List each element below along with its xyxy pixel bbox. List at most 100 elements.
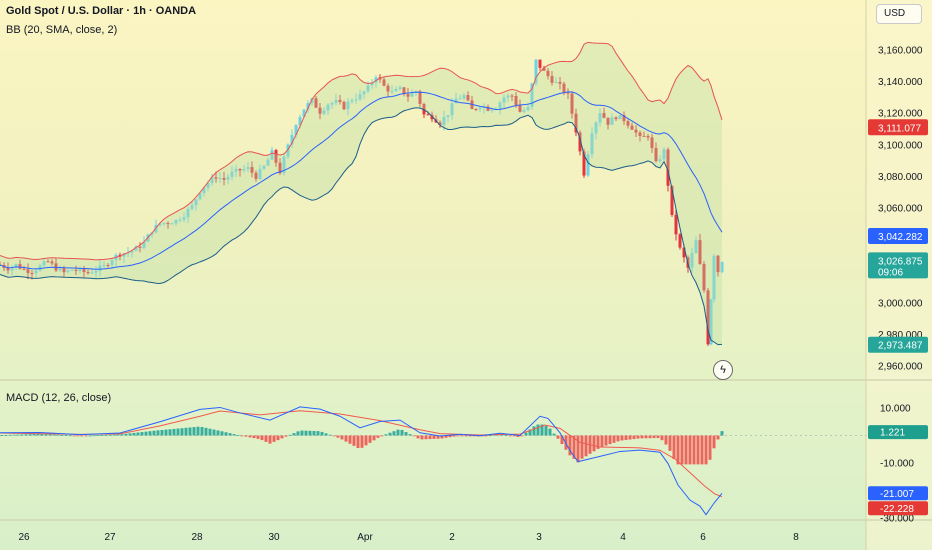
candle-body [218, 177, 222, 179]
price-label-box [868, 119, 928, 136]
candle-body [650, 137, 654, 149]
macd-axis-tick: 10.000 [880, 404, 911, 415]
candle-body [522, 110, 526, 112]
macd-histogram-bar [168, 429, 172, 436]
macd-histogram-bar [440, 435, 444, 439]
macd-histogram-bar [104, 434, 108, 436]
candle-body [418, 91, 422, 105]
macd-histogram-bar [128, 433, 132, 436]
macd-histogram-bar [20, 434, 24, 436]
macd-indicator-label[interactable]: MACD (12, 26, close) [6, 392, 112, 404]
price-axis-tick: 3,160.000 [878, 46, 923, 57]
time-axis-tick: 3 [536, 532, 542, 543]
candle-body [478, 107, 482, 110]
macd-histogram-bar [332, 435, 336, 437]
candle-body [270, 150, 274, 160]
candle-body [490, 109, 494, 111]
candle-body [166, 223, 170, 225]
time-axis-tick: 6 [700, 532, 706, 543]
macd-histogram-bar [248, 435, 252, 438]
bb-indicator-label[interactable]: BB (20, SMA, close, 2) [6, 24, 118, 36]
candle-body [278, 162, 282, 174]
macd-histogram-bar [660, 435, 664, 441]
candle-body [566, 92, 570, 94]
macd-histogram-bar [388, 432, 392, 436]
macd-histogram-bar [584, 435, 588, 457]
macd-histogram-bar [208, 428, 212, 436]
time-axis-tick: 28 [191, 532, 203, 543]
candle-body [74, 269, 78, 271]
macd-histogram-bar [16, 434, 20, 436]
candle-body [514, 96, 518, 106]
macd-histogram-bar [656, 435, 660, 439]
symbol-title[interactable]: Gold Spot / U.S. Dollar · 1h · OANDA [6, 5, 197, 17]
macd-histogram-bar [680, 435, 684, 465]
macd-histogram-bar [580, 435, 584, 459]
candle-body [506, 95, 510, 98]
macd-histogram-bar [152, 430, 156, 436]
macd-label-box [868, 425, 928, 440]
candle-body [34, 270, 38, 274]
macd-histogram-bar [424, 435, 428, 440]
candle-body [238, 168, 242, 171]
candle-body [38, 265, 42, 271]
candle-body [294, 125, 298, 136]
candle-body [242, 168, 246, 171]
candle-body [98, 265, 102, 271]
candle-body [462, 95, 466, 99]
macd-histogram-bar [136, 432, 140, 436]
candle-body [310, 98, 314, 104]
macd-histogram-bar [228, 433, 232, 436]
price-axis-tick: 3,000.000 [878, 298, 923, 309]
time-axis-tick: 26 [18, 532, 30, 543]
macd-histogram-bar [312, 430, 316, 436]
candle-body [674, 214, 678, 235]
candle-body [706, 290, 710, 345]
candle-body [402, 87, 406, 95]
candle-body [542, 67, 546, 71]
macd-histogram-bar [592, 435, 596, 452]
candle-body [54, 263, 58, 271]
macd-histogram-bar [244, 435, 248, 437]
macd-histogram-bar [704, 435, 708, 465]
macd-histogram-bar [236, 435, 240, 436]
macd-histogram-bar [200, 426, 204, 436]
candle-body [262, 165, 266, 169]
candle-body [206, 183, 210, 188]
candle-body [370, 82, 374, 86]
macd-histogram-bar [88, 435, 92, 437]
candle-body [46, 261, 50, 263]
macd-histogram-bar [652, 435, 656, 439]
candle-body [598, 113, 602, 123]
macd-histogram-bar [452, 435, 456, 437]
macd-histogram-bar [548, 428, 552, 436]
candle-body [498, 102, 502, 110]
macd-histogram-bar [460, 435, 464, 437]
candle-body [210, 177, 214, 184]
lightning-icon[interactable]: ϟ [713, 360, 733, 380]
currency-button[interactable]: USD [876, 4, 922, 24]
macd-histogram-bar [520, 435, 524, 437]
macd-histogram-bar [240, 435, 244, 437]
macd-histogram-bar [68, 435, 72, 437]
macd-value-label: -22.228 [880, 504, 914, 515]
candle-body [442, 116, 446, 126]
macd-histogram-bar [0, 435, 4, 436]
candle-body [678, 234, 682, 248]
candle-body [450, 103, 454, 116]
candle-body [438, 122, 442, 126]
macd-histogram-bar [316, 431, 320, 436]
candle-body [58, 268, 62, 271]
macd-histogram-bar [156, 430, 160, 436]
macd-histogram-bar [616, 435, 620, 442]
macd-histogram-bar [352, 435, 356, 446]
candle-body [654, 148, 658, 162]
macd-histogram-bar [572, 435, 576, 459]
bb-fill-area [0, 42, 722, 345]
candle-body [454, 98, 458, 104]
macd-histogram-bar [540, 424, 544, 436]
price-axis-tick: 3,060.000 [878, 204, 923, 215]
price-axis-tick: 3,100.000 [878, 140, 923, 151]
